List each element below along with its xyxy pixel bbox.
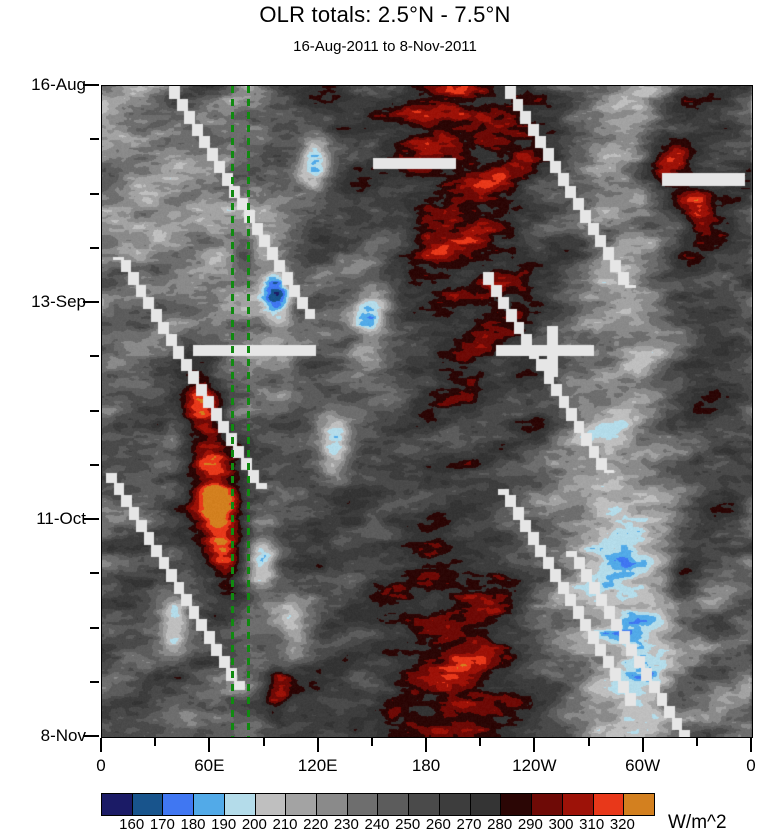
colorbar-swatch: [624, 794, 654, 815]
x-tick-minor: [262, 738, 265, 746]
colorbar-tick-label: 300: [548, 816, 574, 833]
colorbar-tick-label: 260: [425, 816, 451, 833]
reference-vline-81e: [247, 86, 251, 737]
x-tick-major: [750, 738, 752, 752]
y-axis-label: 16-Aug: [31, 75, 86, 94]
colorbar-swatch: [102, 794, 133, 815]
colorbar-tick-label: 200: [241, 816, 267, 833]
colorbar-tick-label: 270: [456, 816, 482, 833]
x-axis-label: 0: [96, 756, 106, 775]
colorbar-tick-label: 170: [149, 816, 175, 833]
x-tick-major: [533, 738, 536, 752]
x-tick-major: [425, 738, 427, 752]
y-tick-major: [83, 84, 99, 86]
x-axis-label: 60W: [625, 756, 661, 775]
colorbar-swatch: [501, 794, 533, 815]
colorbar-units-label: W/m^2: [668, 812, 727, 833]
colorbar-tick-label: 160: [119, 816, 145, 833]
y-tick-minor: [90, 572, 99, 575]
colorbar-swatch: [255, 794, 287, 815]
colorbar-swatch: [224, 794, 256, 815]
page-title: OLR totals: 2.5°N - 7.5°N: [259, 2, 511, 27]
y-tick-major: [83, 518, 99, 520]
colorbar-swatch: [132, 794, 164, 815]
y-tick-minor: [90, 626, 99, 629]
reference-vline-72e: [231, 86, 234, 737]
y-axis-label: 11-Oct: [36, 509, 86, 528]
x-tick-major: [641, 738, 644, 752]
colorbar-tick-label: 290: [517, 816, 543, 833]
colorbar-tick-label: 250: [395, 816, 421, 833]
x-tick-major: [208, 738, 211, 752]
colorbar-tick-label: 180: [180, 816, 206, 833]
colorbar-swatch: [347, 794, 379, 815]
y-tick-minor: [90, 192, 99, 195]
x-axis-label: 180: [411, 756, 441, 775]
x-axis-label: 120W: [512, 756, 557, 775]
y-tick-minor: [90, 409, 99, 412]
colorbar-tick-label: 310: [579, 816, 605, 833]
colorbar: [101, 793, 655, 816]
x-tick-minor: [479, 738, 482, 746]
y-tick-minor: [90, 138, 99, 141]
y-tick-minor: [90, 246, 99, 249]
x-axis-label: 60E: [194, 756, 225, 775]
colorbar-tick-label: 230: [333, 816, 359, 833]
y-axis-label: 13-Sep: [31, 292, 86, 311]
colorbar-swatch: [532, 794, 563, 815]
colorbar-swatch: [470, 794, 502, 815]
y-tick-major: [83, 735, 99, 737]
x-axis-label: 120E: [297, 756, 338, 775]
y-tick-minor: [90, 463, 99, 466]
colorbar-swatch: [409, 794, 440, 815]
hovmoller-plot-area: [101, 85, 753, 738]
x-tick-minor: [370, 738, 373, 746]
x-tick-major: [100, 738, 102, 752]
colorbar-swatch: [286, 794, 318, 815]
y-tick-major: [83, 301, 99, 303]
figure-subtitle: 16-Aug-2011 to 8-Nov-2011: [293, 38, 477, 55]
x-tick-minor: [695, 738, 698, 746]
colorbar-swatch: [317, 794, 348, 815]
x-axis-label: 0: [746, 756, 756, 775]
y-tick-minor: [90, 680, 99, 683]
x-tick-minor: [154, 738, 157, 746]
x-tick-minor: [587, 738, 590, 746]
y-tick-minor: [90, 355, 99, 358]
colorbar-tick-label: 280: [487, 816, 513, 833]
colorbar-swatch: [194, 794, 225, 815]
colorbar-swatch: [562, 794, 594, 815]
y-axis-label: 8-Nov: [40, 726, 86, 745]
colorbar-tick-label: 210: [272, 816, 298, 833]
x-tick-major: [316, 738, 319, 752]
colorbar-tick-label: 240: [364, 816, 390, 833]
colorbar-tick-label: 220: [303, 816, 329, 833]
colorbar-swatch: [163, 794, 195, 815]
colorbar-tick-label: 320: [609, 816, 635, 833]
colorbar-swatch: [378, 794, 410, 815]
colorbar-swatch: [439, 794, 471, 815]
olr-heatmap-canvas: [102, 86, 752, 737]
colorbar-swatch: [593, 794, 625, 815]
colorbar-tick-label: 190: [211, 816, 237, 833]
